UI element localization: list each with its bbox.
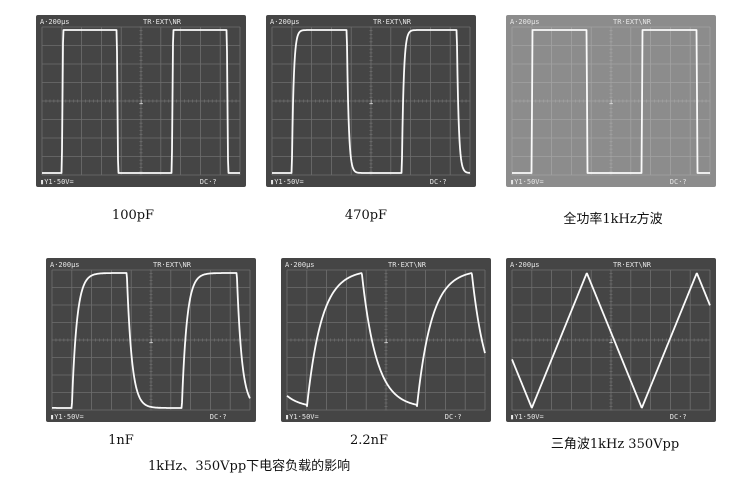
trigger-readout: TR·EXT\NR xyxy=(388,261,427,269)
scope-screen-triangle: ⊥ A·200μs TR·EXT\NR ▮Y1·50V= DC·? xyxy=(506,258,716,422)
timebase-readout: A·200μs xyxy=(270,18,300,26)
caption-triangle: 三角波1kHz 350Vpp xyxy=(550,437,680,452)
ground-marker-icon: ⊥ xyxy=(149,337,153,345)
trigger-readout: TR·EXT\NR xyxy=(373,18,412,26)
scope-screen-full-power-square: ⊥ A·200μs TR·EXT\NR ▮Y1·50V= DC·? xyxy=(506,15,716,187)
scope-svg: ⊥ A·200μs TR·EXT\NR ▮Y1·50V= DC·? xyxy=(46,258,256,422)
coupling-readout: DC·? xyxy=(445,413,462,421)
timebase-readout: A·200μs xyxy=(50,261,80,269)
scope-svg: ⊥ A·200μs TR·EXT\NR ▮Y1·50V= DC·? xyxy=(506,15,716,187)
scope-svg: ⊥ A·200μs TR·EXT\NR ▮Y1·50V= DC·? xyxy=(266,15,476,187)
scope-screen-1nf: ⊥ A·200μs TR·EXT\NR ▮Y1·50V= DC·? xyxy=(46,258,256,422)
trigger-readout: TR·EXT\NR xyxy=(613,261,652,269)
waveform-trace xyxy=(511,29,711,174)
waveform-trace xyxy=(286,272,486,407)
waveform-trace xyxy=(41,29,241,174)
trigger-readout: TR·EXT\NR xyxy=(153,261,192,269)
channel-readout: ▮Y1·50V= xyxy=(510,178,544,186)
channel-readout: ▮Y1·50V= xyxy=(270,178,304,186)
caption-1nf: 1nF xyxy=(108,433,134,448)
figure-caption: 1kHz、350Vpp下电容负载的影响 xyxy=(148,459,351,474)
caption-2-2nf: 2.2nF xyxy=(349,433,389,448)
graticule xyxy=(271,26,471,176)
channel-readout: ▮Y1·50V= xyxy=(285,413,319,421)
graticule xyxy=(41,26,241,176)
ground-marker-icon: ⊥ xyxy=(609,98,613,106)
scope-svg: ⊥ A·200μs TR·EXT\NR ▮Y1·50V= DC·? xyxy=(281,258,491,422)
caption-full-power-square: 全功率1kHz方波 xyxy=(563,212,663,227)
scope-screen-100pf: ⊥ A·200μs TR·EXT\NR ▮Y1·50V= DC·? xyxy=(36,15,246,187)
ground-marker-icon: ⊥ xyxy=(139,98,143,106)
coupling-readout: DC·? xyxy=(430,178,447,186)
channel-readout: ▮Y1·50V= xyxy=(510,413,544,421)
scope-screen-470pf: ⊥ A·200μs TR·EXT\NR ▮Y1·50V= DC·? xyxy=(266,15,476,187)
ground-marker-icon: ⊥ xyxy=(609,337,613,345)
channel-readout: ▮Y1·50V= xyxy=(50,413,84,421)
graticule xyxy=(511,26,711,176)
graticule xyxy=(511,269,711,411)
ground-marker-icon: ⊥ xyxy=(384,337,388,345)
timebase-readout: A·200μs xyxy=(510,261,540,269)
waveform-trace xyxy=(271,29,471,174)
coupling-readout: DC·? xyxy=(200,178,217,186)
ground-marker-icon: ⊥ xyxy=(369,98,373,106)
timebase-readout: A·200μs xyxy=(285,261,315,269)
scope-svg: ⊥ A·200μs TR·EXT\NR ▮Y1·50V= DC·? xyxy=(506,258,716,422)
waveform-trace xyxy=(511,272,711,409)
coupling-readout: DC·? xyxy=(670,413,687,421)
trigger-readout: TR·EXT\NR xyxy=(143,18,182,26)
channel-readout: ▮Y1·50V= xyxy=(40,178,74,186)
graticule xyxy=(286,269,486,411)
timebase-readout: A·200μs xyxy=(40,18,70,26)
caption-470pf: 470pF xyxy=(344,208,388,223)
caption-100pf: 100pF xyxy=(111,208,155,223)
coupling-readout: DC·? xyxy=(670,178,687,186)
waveform-trace xyxy=(51,272,251,409)
scope-screen-2-2nf: ⊥ A·200μs TR·EXT\NR ▮Y1·50V= DC·? xyxy=(281,258,491,422)
timebase-readout: A·200μs xyxy=(510,18,540,26)
trigger-readout: TR·EXT\NR xyxy=(613,18,652,26)
coupling-readout: DC·? xyxy=(210,413,227,421)
scope-svg: ⊥ A·200μs TR·EXT\NR ▮Y1·50V= DC·? xyxy=(36,15,246,187)
